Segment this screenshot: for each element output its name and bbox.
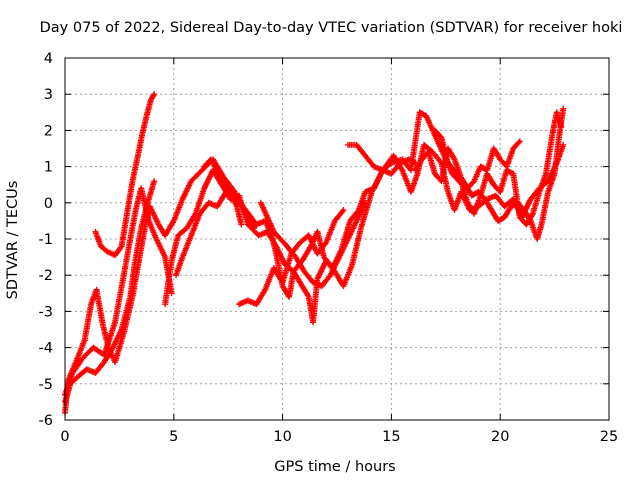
y-tick-label: -6 — [39, 413, 53, 429]
x-tick-label: 0 — [60, 429, 69, 445]
series-track-4 — [92, 91, 158, 259]
data-point-markers — [201, 156, 245, 228]
series-track-7 — [201, 156, 245, 228]
y-tick-label: -4 — [39, 341, 53, 357]
x-axis-label: GPS time / hours — [274, 459, 395, 475]
data-points — [62, 91, 567, 416]
x-tick-label: 5 — [169, 429, 178, 445]
plot-frame — [64, 57, 610, 421]
y-tick-label: -1 — [39, 232, 53, 248]
x-tick-label: 25 — [600, 429, 618, 445]
data-point-markers — [431, 109, 565, 228]
data-point-markers — [236, 207, 347, 308]
y-tick-label: 0 — [44, 196, 53, 212]
series-track-12 — [431, 109, 565, 228]
axis-ticks: 0 5 10 15 20 25 -6 -5 -4 -3 -2 -1 0 1 2 3 4 — [39, 51, 619, 445]
y-tick-label: 2 — [44, 123, 53, 139]
y-tick-label: 3 — [44, 87, 53, 103]
y-tick-label: 1 — [44, 160, 53, 176]
data-point-markers — [92, 91, 158, 259]
y-tick-label: -3 — [39, 304, 53, 320]
grid — [65, 58, 609, 420]
series-track-9 — [257, 199, 369, 290]
x-tick-label: 15 — [382, 429, 400, 445]
chart-title: Day 075 of 2022, Sidereal Day-to-day VTE… — [40, 20, 623, 36]
y-tick-label: -5 — [39, 377, 53, 393]
x-tick-label: 10 — [273, 429, 291, 445]
y-tick-label: 4 — [44, 51, 53, 67]
y-axis-label: SDTVAR / TECUs — [5, 181, 21, 300]
x-tick-label: 20 — [491, 429, 509, 445]
series-track-8 — [236, 207, 347, 308]
data-point-markers — [257, 199, 369, 290]
y-tick-label: -2 — [39, 268, 53, 284]
